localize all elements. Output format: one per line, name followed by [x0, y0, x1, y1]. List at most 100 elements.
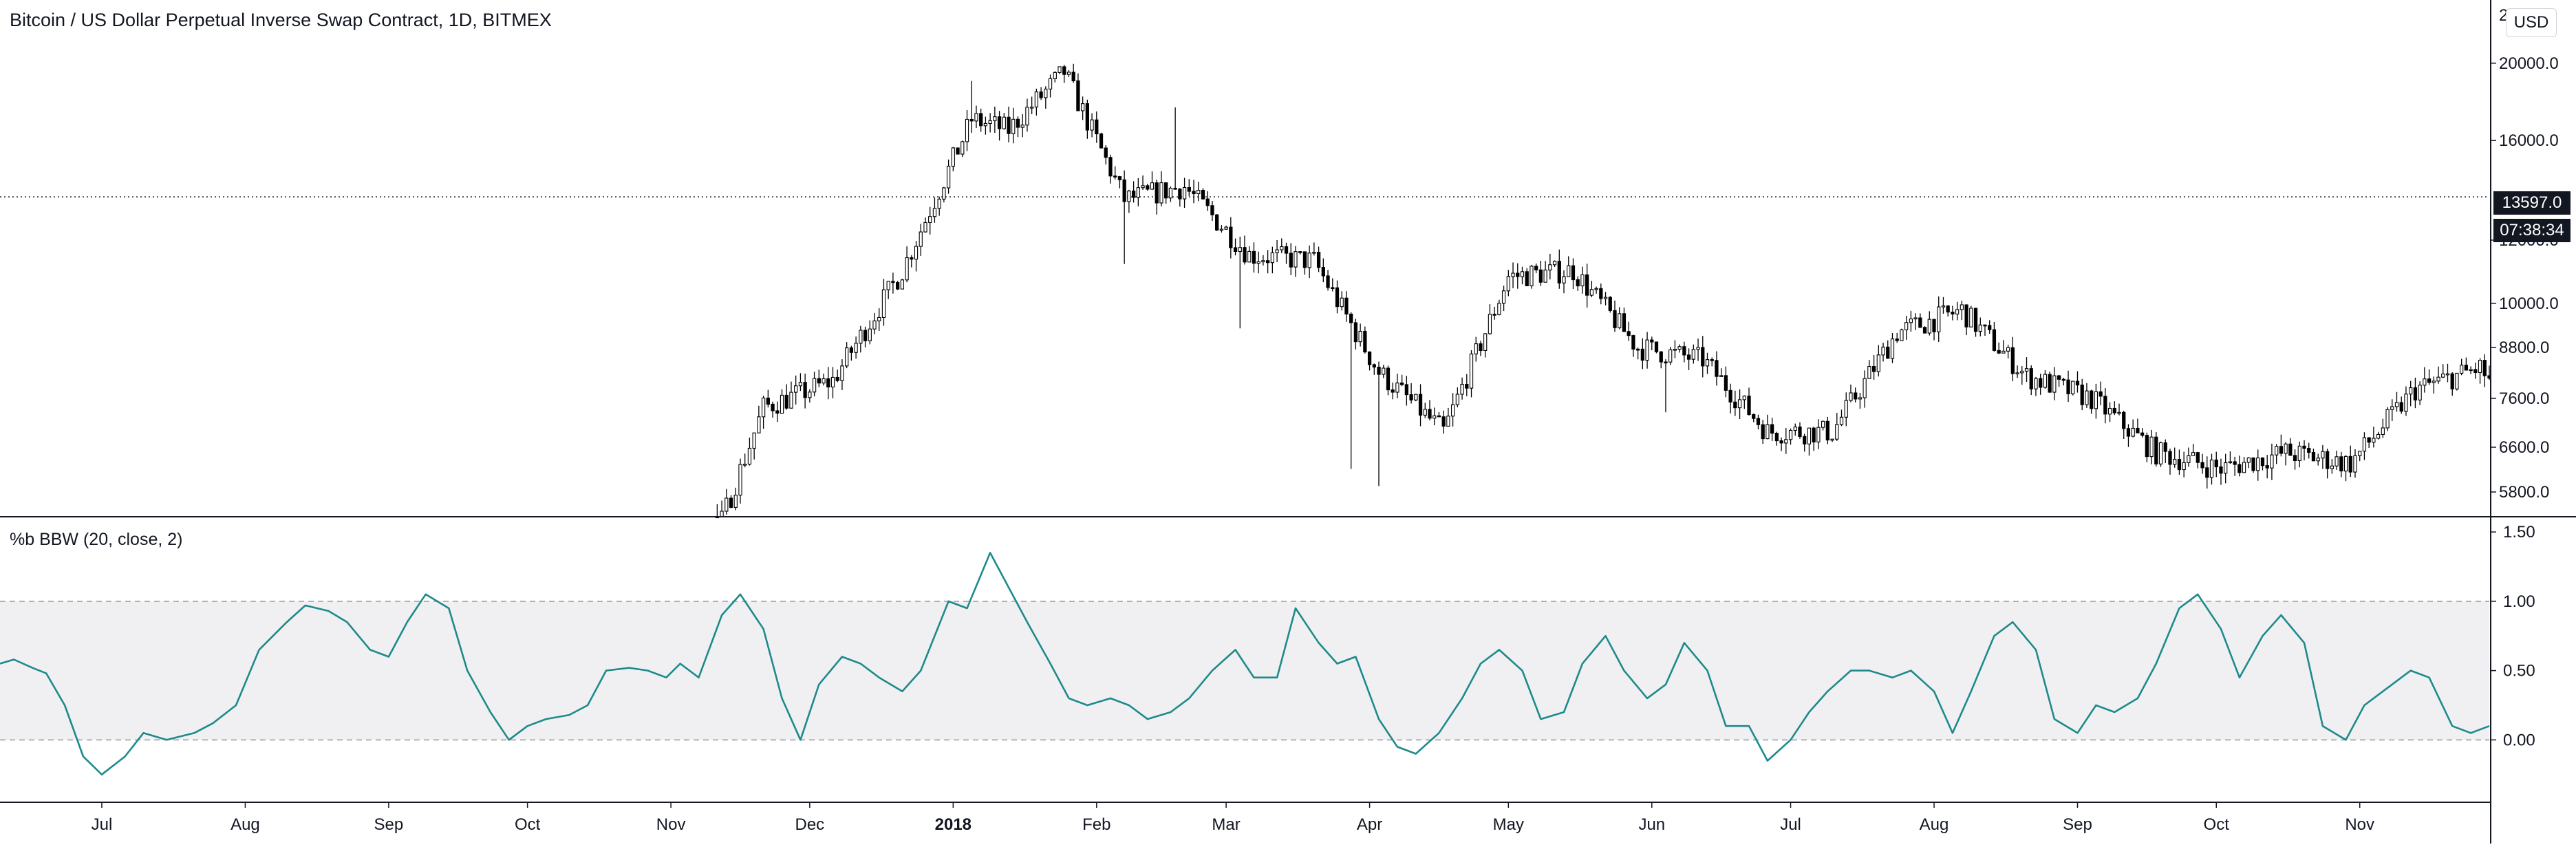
candle-body — [1247, 250, 1252, 263]
candle-body — [1951, 312, 1955, 314]
candle-body — [1941, 305, 1946, 308]
candle-body — [1511, 272, 1515, 277]
candle-body — [1117, 176, 1122, 180]
candle-body — [1409, 394, 1413, 400]
candle-body — [2302, 445, 2306, 449]
candle-body — [1020, 125, 1024, 128]
candle-body — [817, 378, 821, 384]
candle-body — [1372, 364, 1376, 368]
candle-body — [1664, 361, 1668, 364]
candle-body — [1316, 251, 1321, 268]
candle-body — [1450, 404, 1455, 417]
candle-body — [2293, 455, 2297, 462]
candle-body — [1937, 306, 1941, 332]
candle-body — [1340, 297, 1344, 308]
candle-body — [1131, 191, 1136, 198]
candle-body — [2348, 455, 2352, 473]
candle-body — [1881, 346, 1885, 356]
candle-body — [2311, 451, 2316, 462]
candle-body — [2404, 394, 2408, 412]
candle-body — [2284, 443, 2288, 454]
candle-body — [789, 392, 793, 409]
candle-body — [2432, 380, 2436, 383]
candle-body — [1807, 427, 1812, 444]
candle-body — [1682, 346, 1686, 356]
candle-body — [1414, 394, 1418, 400]
candle-body — [1367, 351, 1372, 365]
candle-body — [1404, 384, 1409, 396]
candle-body — [1261, 260, 1265, 263]
candle-body — [1173, 187, 1177, 190]
candle-body — [1446, 416, 1450, 427]
candle-body — [2339, 456, 2343, 472]
candle-body — [835, 376, 839, 381]
candle-body — [1192, 191, 1196, 195]
candle-body — [997, 116, 1002, 129]
candle-body — [881, 289, 886, 318]
candle-body — [2409, 387, 2413, 395]
candle-body — [1858, 397, 1863, 400]
candle-body — [2214, 459, 2218, 468]
candle-body — [1955, 309, 1960, 314]
candle-body — [2343, 455, 2348, 472]
candle-body — [1715, 360, 1719, 377]
candle-body — [1798, 427, 1802, 437]
candle-body — [2399, 402, 2403, 412]
candle-body — [2168, 451, 2172, 465]
candle-body — [1335, 287, 1340, 308]
candle-body — [2196, 452, 2200, 463]
candle-body — [1978, 324, 1982, 332]
candle-body — [2297, 445, 2301, 462]
candle-body — [1488, 314, 1492, 334]
candle-body — [1377, 366, 1381, 375]
indicator-tick-label: 0.50 — [2503, 662, 2535, 680]
candle-body — [1890, 339, 1895, 359]
candle-body — [733, 495, 738, 508]
candle-body — [2205, 467, 2209, 478]
candle-body — [1284, 246, 1289, 254]
candle-body — [1825, 420, 1829, 441]
candle-body — [1229, 226, 1233, 248]
candle-body — [1030, 107, 1034, 109]
candle-body — [2325, 451, 2330, 469]
candle-body — [1557, 261, 1561, 283]
candle-body — [2085, 390, 2089, 405]
candle-body — [1631, 335, 1635, 350]
candle-body — [761, 397, 766, 418]
candle-body — [1497, 303, 1501, 315]
candle-body — [1298, 251, 1302, 253]
currency-button[interactable]: USD — [2506, 8, 2557, 37]
candle-body — [2080, 385, 2084, 405]
candle-body — [923, 222, 927, 233]
candle-body — [1673, 349, 1677, 351]
candle-body — [1867, 366, 1871, 379]
indicator-tick-label: 1.50 — [2503, 523, 2535, 542]
candle-body — [1927, 319, 1931, 334]
candle-body — [1576, 279, 1580, 287]
candle-body — [956, 147, 960, 155]
candle-body — [822, 378, 826, 384]
candle-body — [1455, 394, 1459, 405]
candle-body — [1691, 349, 1695, 360]
candle-body — [942, 187, 946, 200]
indicator-tick-label: 1.00 — [2503, 592, 2535, 611]
chart-title: Bitcoin / US Dollar Perpetual Inverse Sw… — [10, 10, 552, 30]
candle-body — [2154, 436, 2158, 464]
candle-body — [1932, 319, 1936, 332]
candle-body — [784, 394, 788, 409]
candle-body — [2450, 373, 2454, 389]
candle-body — [1099, 133, 1104, 149]
candle-body — [729, 497, 733, 508]
candle-body — [1816, 427, 1821, 442]
candle-body — [1737, 399, 1742, 409]
candle-body — [2464, 365, 2469, 371]
candle-body — [1141, 185, 1145, 189]
candle-body — [1418, 394, 1423, 416]
candle-body — [2071, 380, 2075, 394]
candle-body — [2043, 374, 2048, 388]
candle-body — [1136, 187, 1140, 198]
candle-body — [1525, 271, 1529, 286]
candle-body — [1280, 246, 1284, 250]
